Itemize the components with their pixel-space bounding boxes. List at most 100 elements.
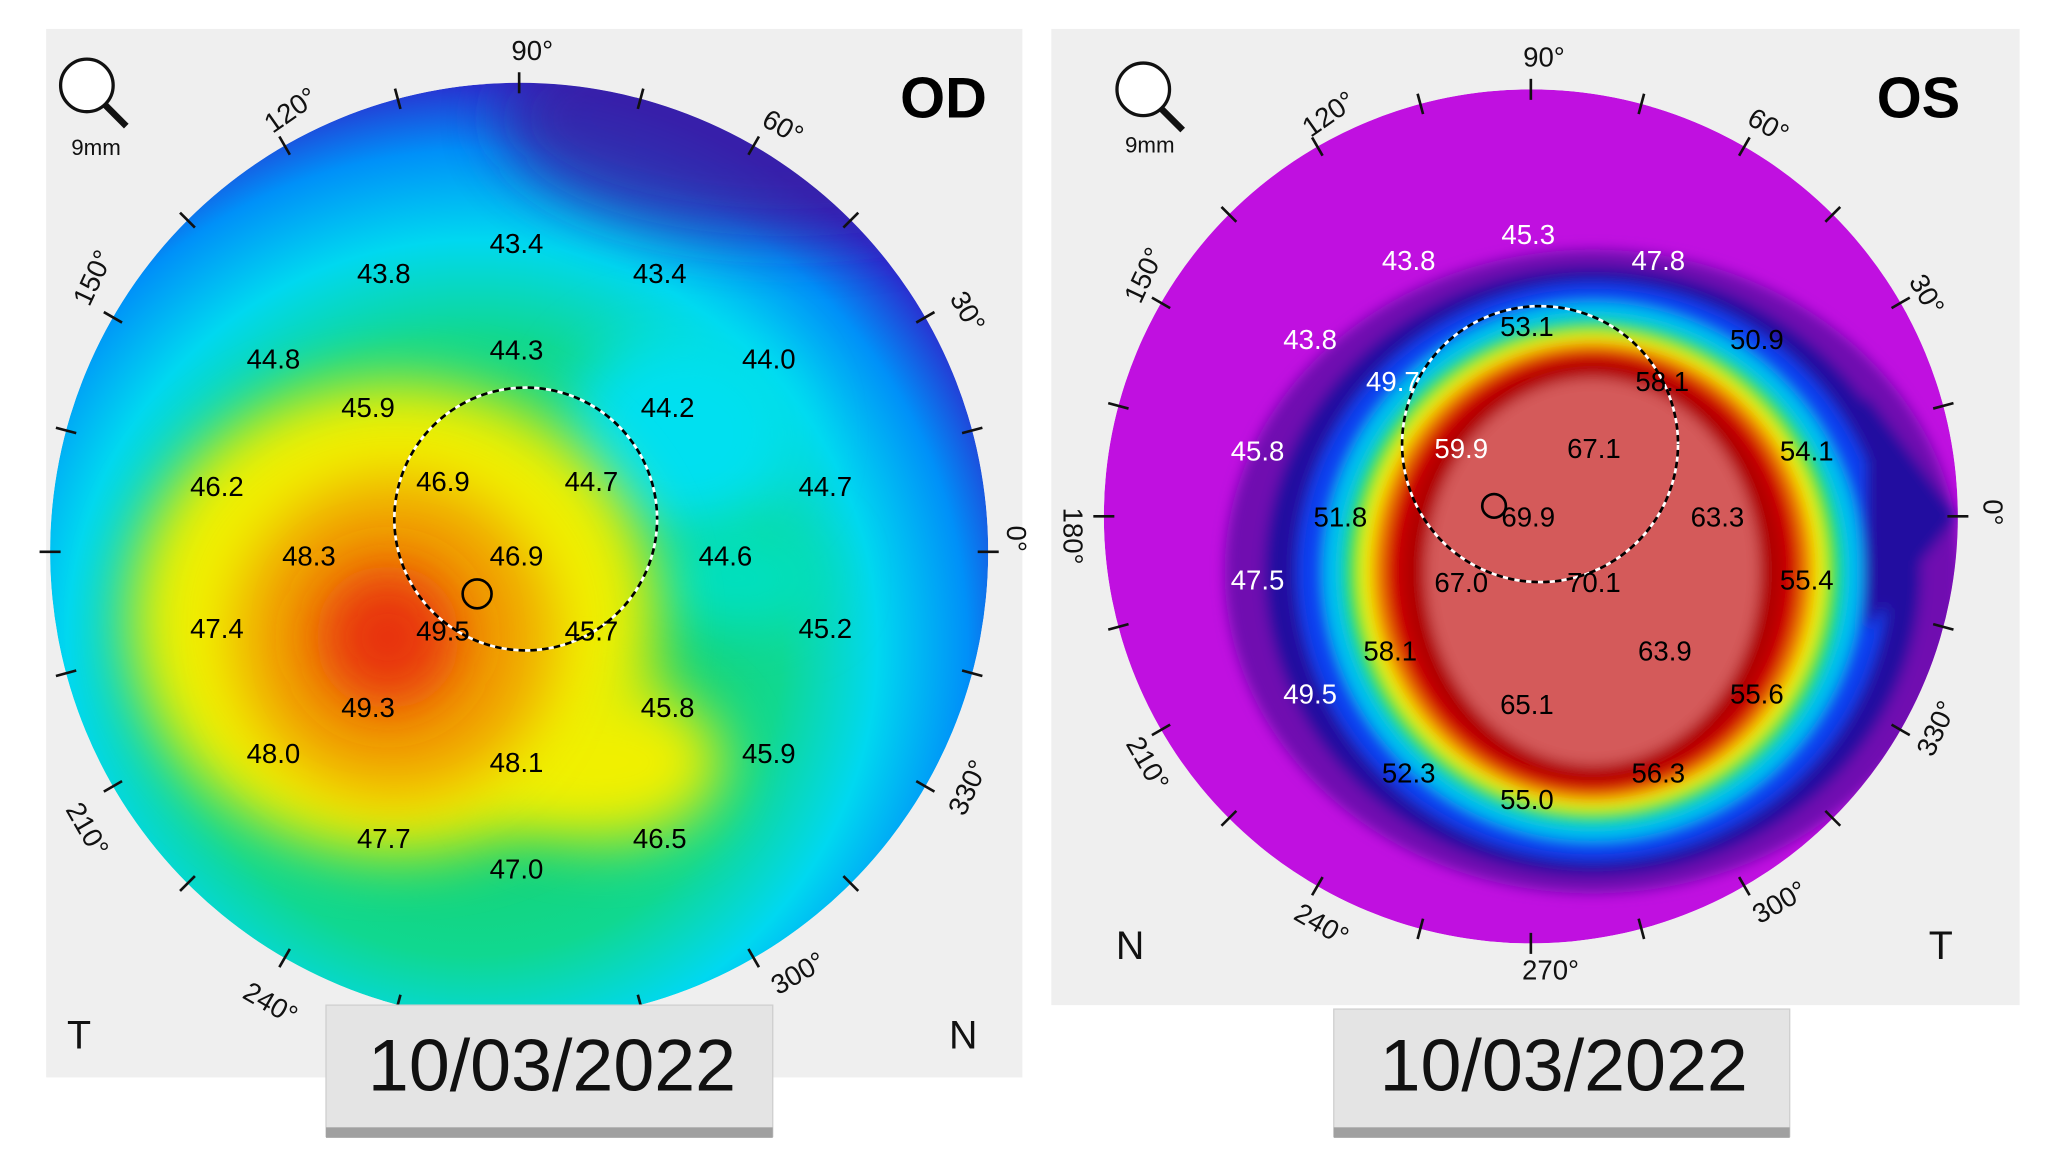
map-value: 43.8 bbox=[1382, 245, 1436, 276]
angle-tick bbox=[393, 88, 402, 110]
map-value: 70.1 bbox=[1567, 567, 1621, 598]
os-date: 10/03/2022 bbox=[1380, 1023, 1748, 1106]
map-value: 45.8 bbox=[641, 692, 695, 723]
map-value: 46.9 bbox=[416, 466, 470, 497]
angle-tick bbox=[1107, 401, 1129, 410]
angle-tick bbox=[1220, 206, 1238, 223]
angle-tick bbox=[179, 211, 196, 229]
map-value: 46.2 bbox=[190, 471, 244, 502]
od-pupil-circle-dark bbox=[393, 386, 659, 652]
angle-tick bbox=[103, 779, 123, 793]
map-value: 67.1 bbox=[1567, 433, 1621, 464]
map-value: 47.0 bbox=[490, 853, 544, 884]
map-value: 43.4 bbox=[490, 228, 544, 259]
map-value: 59.9 bbox=[1434, 433, 1488, 464]
angle-tick bbox=[747, 948, 761, 968]
map-value: 49.5 bbox=[1283, 679, 1337, 710]
angle-tick bbox=[961, 669, 983, 678]
map-value: 58.1 bbox=[1635, 366, 1689, 397]
map-value: 45.8 bbox=[1231, 436, 1285, 467]
os-pupil-circle-dark bbox=[1400, 304, 1680, 584]
map-value: 69.9 bbox=[1501, 501, 1555, 532]
map-value: 44.7 bbox=[798, 471, 852, 502]
angle-tick bbox=[1824, 206, 1842, 223]
angle-tick bbox=[1416, 93, 1425, 115]
angle-tick bbox=[103, 310, 123, 324]
map-value: 44.6 bbox=[699, 541, 753, 572]
os-eye-label: OS bbox=[1877, 67, 1961, 131]
os-map-panel: 45.3 43.8 47.8 43.8 53.1 50.9 49.7 58.1 45.8 59.9… bbox=[1051, 28, 2020, 1006]
angle-tick bbox=[1932, 622, 1954, 631]
od-angle-ticks bbox=[39, 72, 999, 1032]
angle-tick bbox=[915, 310, 936, 324]
angle-tick bbox=[55, 669, 77, 678]
os-date-button[interactable]: 10/03/2022 bbox=[1333, 1008, 1791, 1138]
angle-label: 0° bbox=[1977, 499, 2008, 525]
map-value: 67.0 bbox=[1434, 567, 1488, 598]
map-value: 58.1 bbox=[1363, 635, 1417, 666]
map-value: 45.3 bbox=[1501, 219, 1555, 250]
map-value: 63.9 bbox=[1638, 635, 1692, 666]
magnifier-icon bbox=[1115, 61, 1172, 118]
os-corner-left: N bbox=[1116, 924, 1144, 968]
angle-label: 90° bbox=[511, 35, 553, 66]
map-value: 45.7 bbox=[565, 616, 619, 647]
map-value: 47.7 bbox=[357, 823, 411, 854]
map-value: 48.0 bbox=[247, 738, 301, 769]
os-apex-marker bbox=[1480, 492, 1508, 519]
angle-tick bbox=[1151, 296, 1171, 310]
map-value: 47.4 bbox=[190, 613, 244, 644]
map-value: 43.4 bbox=[633, 258, 687, 289]
angle-tick bbox=[1824, 809, 1842, 827]
od-values: 43.8 43.4 43.4 44.3 44.8 44.0 45.9 44.2 46.2 46.9… bbox=[190, 228, 852, 884]
angle-tick bbox=[842, 211, 860, 229]
map-value: 48.3 bbox=[282, 541, 336, 572]
od-corner-left: T bbox=[67, 1013, 91, 1057]
map-value: 52.3 bbox=[1382, 757, 1436, 788]
map-value: 55.4 bbox=[1780, 564, 1834, 595]
angle-tick bbox=[1890, 296, 1911, 310]
angle-tick bbox=[961, 426, 983, 435]
angle-tick bbox=[1637, 93, 1646, 115]
angle-tick bbox=[1737, 136, 1751, 157]
map-value: 45.2 bbox=[798, 613, 852, 644]
map-value: 56.3 bbox=[1631, 757, 1685, 788]
map-value: 46.9 bbox=[490, 541, 544, 572]
map-value: 49.5 bbox=[416, 616, 470, 647]
map-value: 55.6 bbox=[1730, 679, 1784, 710]
angle-label: 270° bbox=[1522, 955, 1579, 986]
od-date: 10/03/2022 bbox=[368, 1023, 736, 1106]
angle-tick bbox=[1737, 876, 1751, 896]
map-value: 44.7 bbox=[565, 466, 619, 497]
angle-tick bbox=[747, 135, 761, 156]
angle-label: 180° bbox=[1058, 508, 1089, 565]
angle-tick bbox=[1310, 136, 1324, 157]
os-zoom-label: 9mm bbox=[1125, 132, 1175, 157]
angle-tick bbox=[278, 948, 292, 968]
map-value: 49.7 bbox=[1366, 366, 1420, 397]
map-value: 53.1 bbox=[1500, 311, 1554, 342]
angle-tick bbox=[1416, 918, 1425, 940]
angle-tick bbox=[1890, 723, 1911, 737]
od-date-button[interactable]: 10/03/2022 bbox=[325, 1004, 774, 1138]
os-values: 45.3 43.8 47.8 43.8 53.1 50.9 49.7 58.1 45.8 59.9… bbox=[1231, 219, 1834, 815]
os-zoom-icon[interactable]: 9mm bbox=[1115, 61, 1185, 157]
magnifier-icon bbox=[58, 57, 115, 114]
od-map-panel: 43.8 43.4 43.4 44.3 44.8 44.0 45.9 44.2 46.2 46.9… bbox=[39, 28, 1032, 1078]
angle-tick bbox=[842, 875, 860, 892]
angle-label: 90° bbox=[1523, 41, 1565, 72]
os-contour-band bbox=[1865, 394, 1958, 631]
map-value: 46.5 bbox=[633, 823, 687, 854]
map-value: 44.2 bbox=[641, 392, 695, 423]
os-angle-ticks bbox=[1093, 78, 1969, 954]
angle-tick bbox=[636, 88, 645, 110]
angle-tick bbox=[915, 779, 936, 793]
map-value: 43.8 bbox=[357, 258, 411, 289]
map-value: 51.8 bbox=[1313, 501, 1367, 532]
angle-tick bbox=[1151, 723, 1171, 737]
map-value: 48.1 bbox=[490, 747, 544, 778]
od-zoom-icon[interactable]: 9mm bbox=[58, 57, 129, 160]
angle-tick bbox=[278, 135, 292, 156]
os-color-map bbox=[1103, 89, 1958, 944]
